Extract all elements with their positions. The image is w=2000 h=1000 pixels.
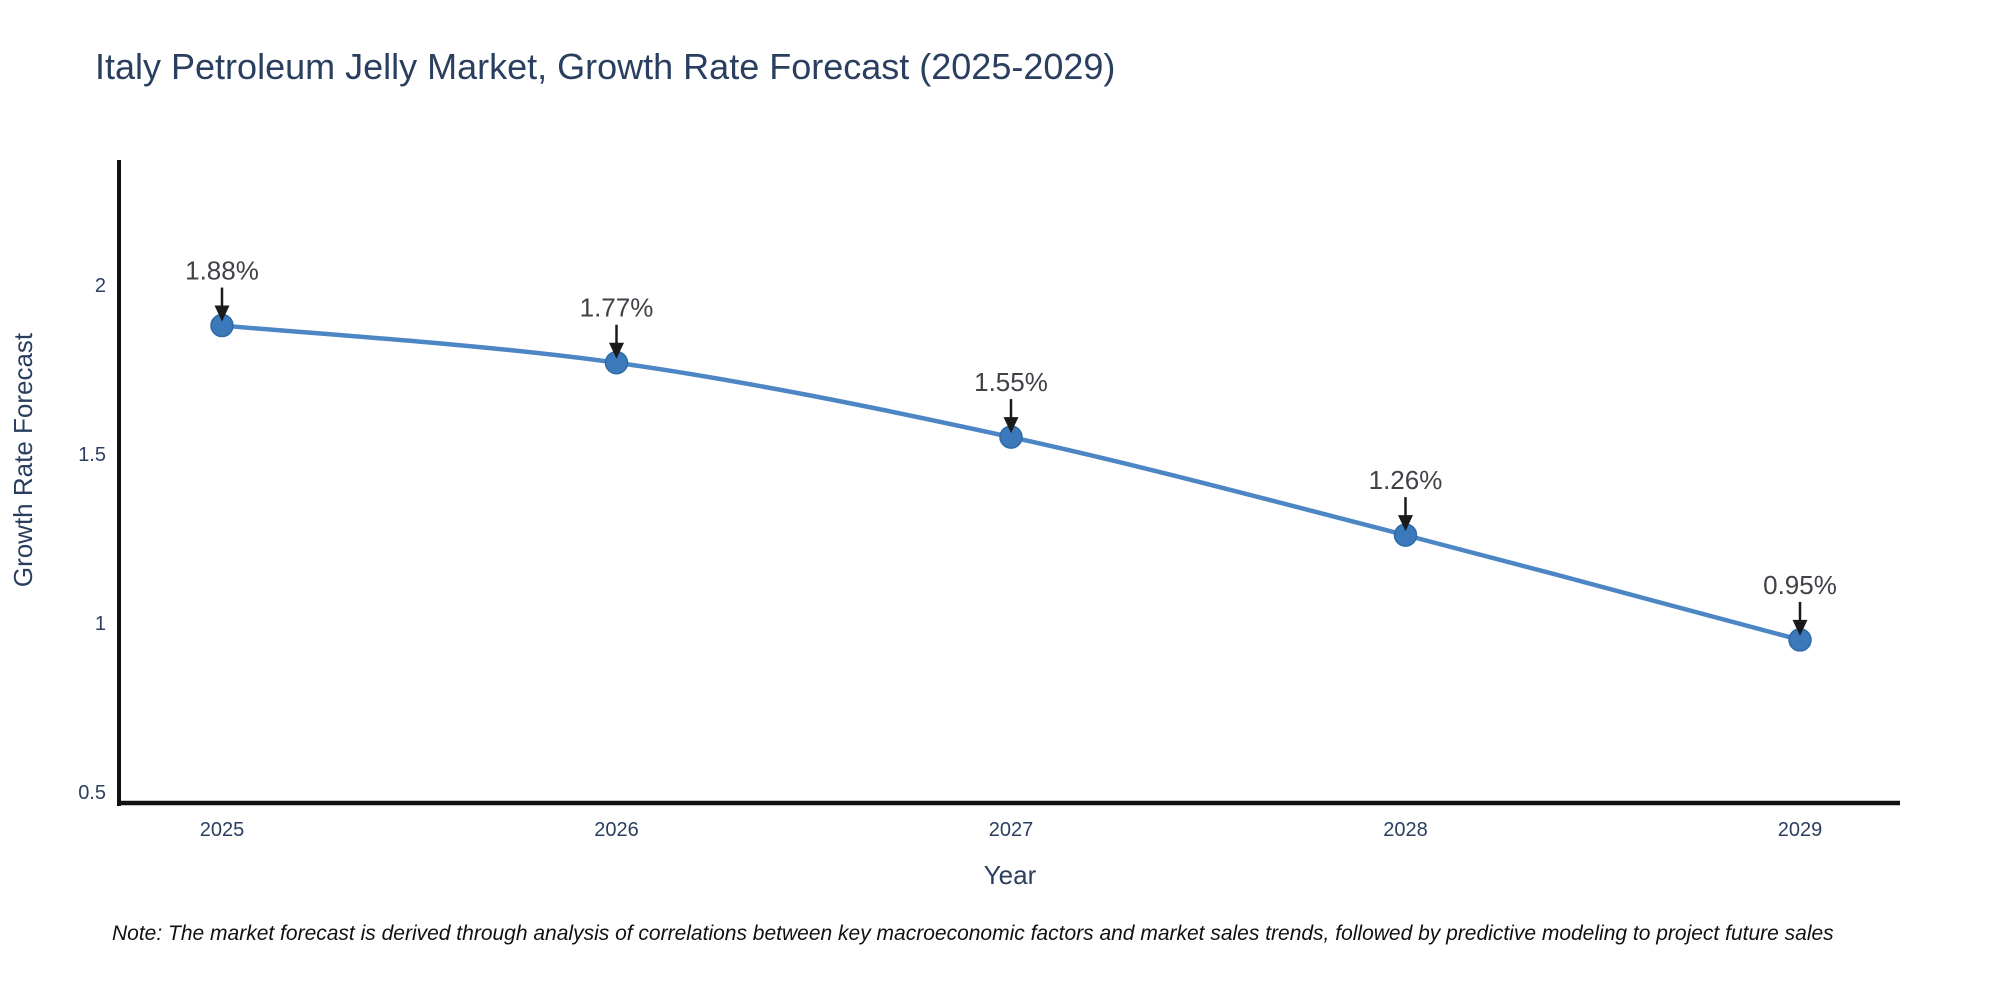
y-axis-title: Growth Rate Forecast — [8, 332, 38, 587]
footnote: Note: The market forecast is derived thr… — [112, 922, 1834, 945]
plot-area: 1.88% 1.77% 1.55% 1.26% 0.95% — [185, 256, 1837, 652]
annotation-arrowhead-icon — [214, 305, 230, 322]
x-tick-label: 2025 — [200, 819, 245, 841]
x-tick-label: 2028 — [1383, 819, 1428, 841]
y-tick-label: 0.5 — [78, 782, 106, 804]
y-tick-label: 2 — [95, 275, 106, 297]
axes: 0.5 1 1.5 2 2025 2026 2027 2028 2029 — [78, 160, 1900, 841]
data-point-label: 0.95% — [1763, 570, 1837, 600]
annotation-arrowhead-icon — [1003, 417, 1019, 434]
x-tick-label: 2027 — [989, 819, 1034, 841]
data-point-label: 1.55% — [974, 367, 1048, 397]
y-tick-label: 1.5 — [78, 444, 106, 466]
annotation-arrowhead-icon — [1398, 515, 1413, 532]
chart-title: Italy Petroleum Jelly Market, Growth Rat… — [95, 46, 1115, 87]
annotation-arrowhead-icon — [1792, 619, 1808, 636]
data-point-label: 1.77% — [580, 293, 654, 323]
x-tick-label: 2026 — [594, 819, 639, 841]
data-point-label: 1.26% — [1369, 465, 1443, 495]
data-point-label: 1.88% — [185, 256, 259, 286]
x-axis-title: Year — [984, 860, 1037, 890]
y-tick-label: 1 — [95, 613, 106, 635]
annotation-arrowhead-icon — [609, 342, 624, 359]
x-tick-label: 2029 — [1778, 819, 1823, 841]
